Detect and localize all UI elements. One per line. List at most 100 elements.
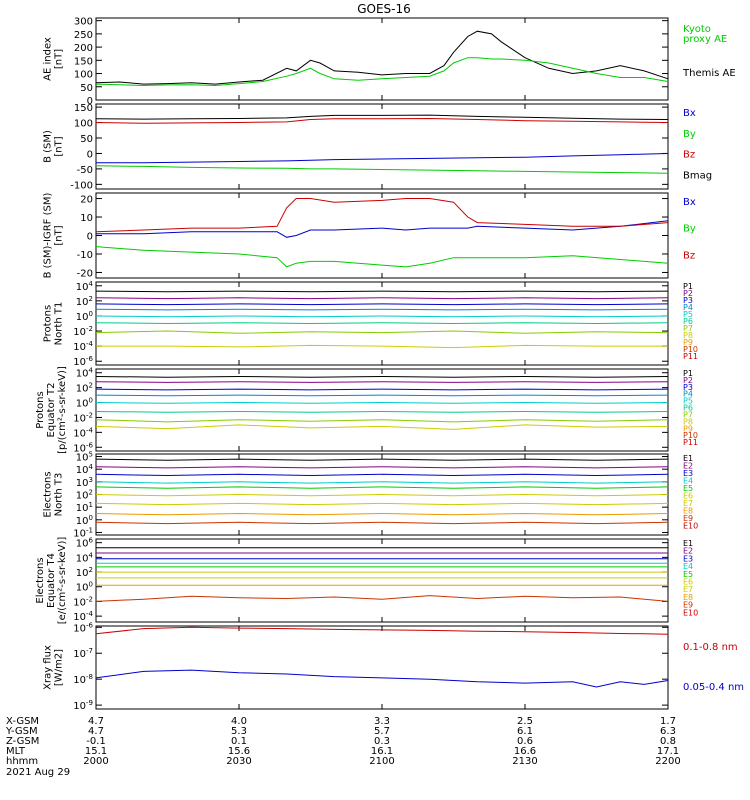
series-e9 — [95, 521, 669, 525]
y-tick-label: 50 — [80, 134, 93, 145]
y-tick-label: 10-9 — [73, 699, 93, 712]
y-tick-label: 10-6 — [73, 621, 93, 634]
legend-item: E3 — [683, 554, 693, 563]
y-axis-label: Protons — [43, 305, 54, 342]
y-tick-label: 106 — [76, 537, 94, 550]
y-axis-label: [p/(cm²-s-sr-keV)] — [57, 366, 68, 454]
panel-frame — [95, 17, 669, 101]
panel-frame — [95, 538, 669, 623]
series-p7 — [95, 419, 669, 423]
y-tick-label: 100 — [76, 310, 93, 323]
date-label: 2021 Aug 29 — [6, 767, 70, 778]
series-p8 — [95, 424, 669, 430]
y-axis-label: [e/(cm²-s-sr-keV)] — [57, 537, 68, 625]
y-axis-label: [nT] — [54, 136, 65, 156]
ephemeris-value: 0.1 — [231, 736, 247, 747]
legend-item: P9 — [683, 424, 693, 433]
y-tick-label: 0 — [87, 96, 93, 107]
y-tick-label: 10-4 — [73, 426, 93, 439]
legend-item: By — [683, 224, 696, 235]
legend-item: P10 — [683, 345, 698, 354]
ephemeris-label: Z-GSM — [6, 736, 39, 747]
y-tick-label: 10-6 — [73, 355, 93, 368]
y-tick-label: 100 — [76, 514, 93, 527]
y-axis-label: North T1 — [54, 302, 65, 346]
y-axis-label: Equator T2 — [46, 383, 57, 438]
y-axis-label: AE index — [43, 37, 54, 81]
legend-item: E9 — [683, 601, 693, 610]
y-tick-label: 10-2 — [73, 325, 93, 338]
ephemeris-value: 1.7 — [660, 716, 676, 727]
series-p5 — [95, 401, 669, 404]
y-tick-label: 102 — [76, 566, 93, 579]
legend-item: P7 — [683, 410, 693, 419]
y-axis-label: [nT] — [54, 225, 65, 245]
legend-item: Bz — [683, 250, 695, 261]
series-e8 — [95, 512, 669, 516]
y-tick-label: 20 — [80, 195, 93, 206]
legend-item: P6 — [683, 317, 693, 326]
legend-item: Bmag — [683, 170, 712, 181]
legend-item: P10 — [683, 431, 698, 440]
legend-item: E6 — [683, 492, 693, 501]
legend-item: P3 — [683, 296, 693, 305]
x-axis-ephemeris: X-GSM 4.7 4.0 3.3 2.5 1.7 Y-GSM 4.7 5.3 5.7 6.1 6.3… — [5, 716, 681, 767]
legend-item: P7 — [683, 324, 693, 333]
ephemeris-label: MLT — [6, 746, 26, 757]
y-tick-label: 0 — [87, 149, 93, 160]
series-bx — [96, 220, 669, 238]
y-tick-label: -10 — [77, 250, 93, 261]
series-by — [95, 246, 669, 268]
series-e1 — [95, 458, 669, 461]
ephemeris-value: 4.0 — [231, 716, 247, 727]
series-p3 — [95, 303, 669, 306]
series-e4 — [95, 481, 669, 484]
legend-item: P2 — [683, 376, 693, 385]
y-axis-label: B (SM)-IGRF (SM) — [43, 193, 54, 279]
y-tick-label: -100 — [70, 180, 93, 191]
legend-item: P5 — [683, 310, 693, 319]
legend-item: P6 — [683, 404, 693, 413]
legend-item: E8 — [683, 593, 693, 602]
ephemeris-value: 6.1 — [517, 726, 533, 737]
legend-item: P8 — [683, 331, 693, 340]
series-bz — [95, 198, 669, 233]
ephemeris-value: 2.5 — [517, 716, 533, 727]
series-p7 — [95, 330, 669, 334]
panel-2: -100 -50 0 50 100 150 B (SM) [nT] Bx By Bz Bmag — [43, 103, 713, 191]
series-themis-ae — [95, 30, 669, 85]
legend-item: P5 — [683, 397, 693, 406]
legend-item: P1 — [683, 282, 693, 291]
y-tick-label: 102 — [76, 489, 93, 502]
y-axis-label: [W/m2] — [54, 649, 65, 686]
series-0-1-0-8-nm — [95, 626, 669, 635]
series-by — [95, 165, 669, 174]
y-tick-label: 10-2 — [73, 595, 93, 608]
ephemeris-value: 2100 — [369, 756, 394, 767]
legend-item: E2 — [683, 547, 693, 556]
series-bx — [96, 153, 669, 164]
ephemeris-value: 4.7 — [88, 716, 104, 727]
legend-item: E2 — [683, 462, 693, 471]
legend-item: P11 — [683, 352, 698, 361]
series-e9 — [95, 595, 669, 602]
plot-title: GOES-16 — [357, 2, 411, 16]
y-tick-label: 10-2 — [73, 411, 93, 424]
y-tick-label: 102 — [76, 295, 93, 308]
ephemeris-label: Y-GSM — [5, 726, 38, 737]
series-kyoto-proxy-ae — [95, 57, 669, 87]
legend-item: E10 — [683, 522, 698, 531]
legend-item: E4 — [683, 562, 693, 571]
legend-item: E7 — [683, 585, 693, 594]
y-axis-label: North T3 — [54, 473, 65, 517]
y-tick-label: 50 — [80, 83, 93, 94]
y-axis-label: Electrons — [43, 471, 54, 517]
legend-item: Themis AE — [682, 68, 736, 79]
series-p3 — [95, 388, 669, 391]
legend-item: proxy AE — [683, 34, 727, 45]
ephemeris-value: 0.8 — [660, 736, 676, 747]
